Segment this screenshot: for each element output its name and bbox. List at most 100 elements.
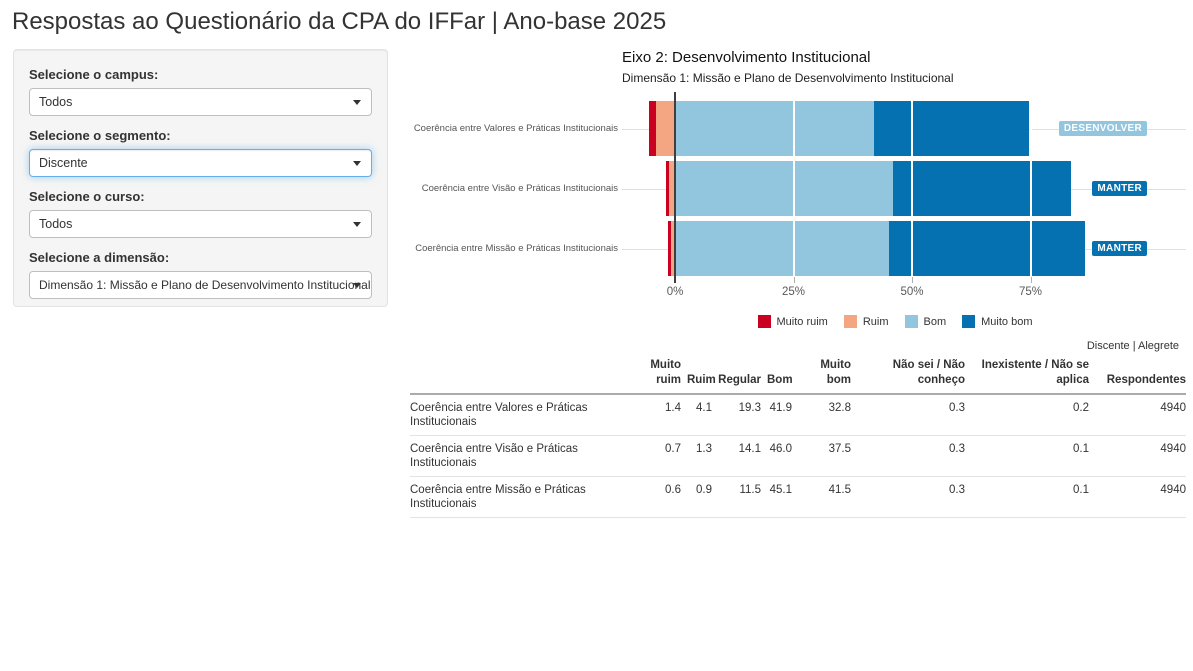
table-cell: 0.1 [965,476,1089,518]
status-badge: DESENVOLVER [1058,121,1147,136]
table-row-name: Coerência entre Valores e Práticas Insti… [410,394,640,436]
table-cell: 0.7 [640,435,681,477]
bar-segment-bom [675,221,889,276]
dimensao-select[interactable]: Dimensão 1: Missão e Plano de Desenvolvi… [29,271,372,299]
legend-label: Bom [923,315,947,328]
table-header-col-6: Não sei / Não conheço [851,358,965,395]
chevron-down-icon [353,222,361,227]
table-row-name: Coerência entre Visão e Práticas Institu… [410,435,640,477]
legend-swatch [757,315,771,328]
legend-item: Muito bom [962,315,1033,328]
table-cell: 1.4 [640,394,681,436]
table-cell: 0.6 [640,476,681,518]
table-cell: 0.2 [965,394,1089,436]
bar-segment-ruim [668,161,675,216]
legend-label: Ruim [862,315,889,328]
curso-select-value: Todos [39,217,73,231]
table-cell: 41.9 [761,394,792,436]
summary-table-section: Discente | Alegrete Muito ruim Ruim Regula… [410,338,1186,518]
legend-item: Ruim [843,315,889,328]
status-badge: MANTER [1092,241,1147,256]
campus-select[interactable]: Todos [29,88,372,116]
table-header-row: Muito ruim Ruim Regular Bom Muito bom Não sei… [410,358,1186,395]
chart-legend: Muito ruim Ruim Bom Muito bom [600,315,1190,328]
bar-segment-muito-ruim [648,101,656,156]
table-cell: 37.5 [792,435,851,477]
campus-select-value: Todos [39,95,73,109]
chart-subtitle: Dimensão 1: Missão e Plano de Desenvolvi… [622,71,954,85]
table-cell: 4940 [1089,394,1186,436]
gridline [792,101,795,276]
filter-label-campus: Selecione o campus: [29,67,159,82]
legend-label: Muito bom [981,315,1033,328]
table-row-name: Coerência entre Missão e Práticas Instit… [410,476,640,518]
table-cell: 0.3 [851,394,965,436]
table-cell: 14.1 [712,435,761,477]
table-cell: 4.1 [681,394,712,436]
axis-tick-label: 0% [666,286,684,298]
table-cell: 19.3 [712,394,761,436]
legend-swatch [962,315,976,328]
table-header-col-2: Ruim [681,358,716,395]
filter-label-dimensao: Selecione a dimensão: [29,250,170,265]
table-cell: 32.8 [792,394,851,436]
chevron-down-icon [353,161,361,166]
legend-swatch [843,315,857,328]
bar-segment-muito-bom [873,101,1030,156]
table-header-col-1: Muito ruim [640,358,681,395]
bar-segment-bom [675,101,874,156]
zero-axis-line [674,92,676,283]
table-header-col-8: Respondentes [1089,358,1186,395]
table-cell: 0.3 [851,476,965,518]
bar-segment-muito-bom [888,221,1086,276]
category-label: Coerência entre Valores e Práticas Insti… [413,123,618,134]
legend-item: Muito ruim [757,315,828,328]
table-cell: 4940 [1089,435,1186,477]
segmento-select-value: Discente [39,156,88,170]
table-header-col-0 [410,358,640,395]
page-title: Respostas ao Questionário da CPA do IFFa… [12,8,667,35]
segmento-select[interactable]: Discente [29,149,372,177]
table-header-col-4: Bom [761,358,793,395]
table-cell: 0.3 [851,435,965,477]
table-header-col-3: Regular [712,358,761,395]
table-cell: 4940 [1089,476,1186,518]
axis-tick-label: 75% [1018,286,1043,298]
filter-group-dimensao: Selecione a dimensão: Dimensão 1: Missão … [29,250,372,299]
table-cell: 11.5 [712,476,761,518]
axis-tick [912,277,913,283]
table-caption: Discente | Alegrete [1086,340,1179,352]
filter-group-campus: Selecione o campus: Todos [29,67,372,116]
legend-swatch [904,315,918,328]
bar-segment-muito-ruim [665,161,669,216]
curso-select[interactable]: Todos [29,210,372,238]
table-row: Coerência entre Valores e Práticas Insti… [410,394,1186,436]
filter-label-curso: Selecione o curso: [29,189,145,204]
axis-tick-label: 50% [900,286,924,298]
chevron-down-icon [353,100,361,105]
bar-segment-bom [675,161,894,216]
table-header-col-7: Inexistente / Não se aplica [965,358,1089,395]
table-cell: 0.9 [681,476,712,518]
category-label: Coerência entre Missão e Práticas Instit… [415,243,618,254]
category-label: Coerência entre Visão e Práticas Institu… [421,183,618,194]
table-cell: 1.3 [681,435,712,477]
summary-table: Muito ruim Ruim Regular Bom Muito bom Não sei… [410,358,1186,518]
chart-area: Eixo 2: Desenvolvimento Institucional Di… [400,45,1192,347]
filter-panel: Selecione o campus: Todos Selecione o segm… [13,49,388,307]
axis-tick [793,277,795,283]
table-header-col-5: Muito bom [792,358,851,395]
filter-group-segmento: Selecione o segmento: Discente [29,128,372,177]
bar-segment-muito-bom [893,161,1071,216]
chart-title: Eixo 2: Desenvolvimento Institucional [622,49,871,66]
bar-segment-muito-ruim [667,221,671,276]
filter-label-segmento: Selecione o segmento: [29,128,171,143]
table-row: Coerência entre Visão e Práticas Institu… [410,435,1186,477]
chevron-down-icon [353,283,361,288]
legend-item: Bom [904,315,947,328]
bar-segment-ruim [670,221,675,276]
table-cell: 41.5 [792,476,851,518]
table-cell: 46.0 [761,435,792,477]
table-cell: 0.1 [965,435,1089,477]
gridline [1029,101,1032,276]
